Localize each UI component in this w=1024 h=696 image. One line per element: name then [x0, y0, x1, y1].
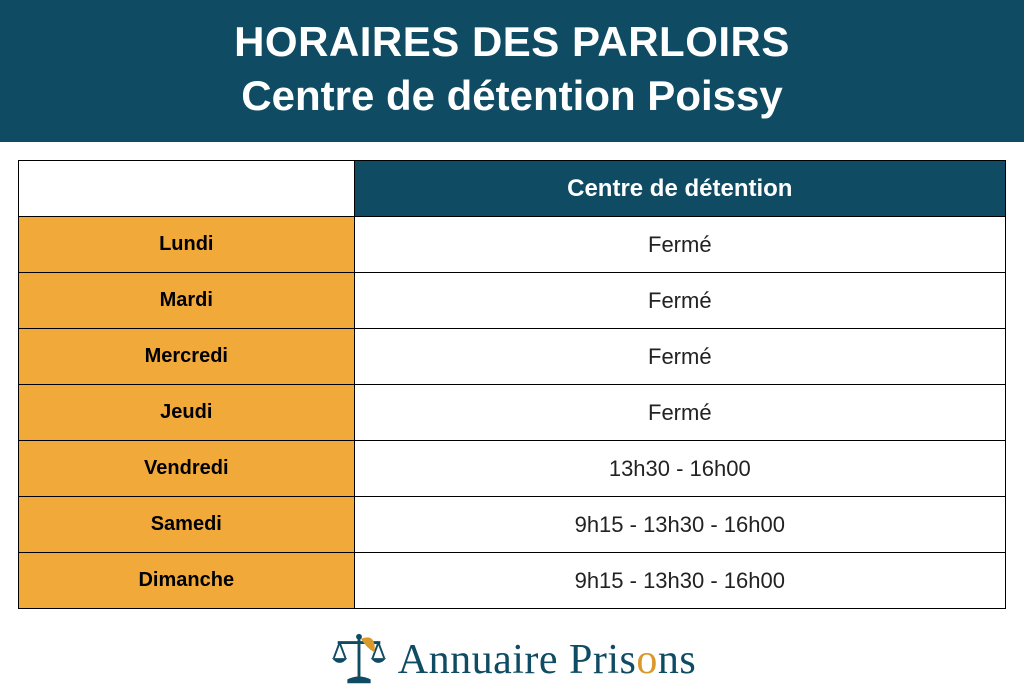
brand-text: Annuaire Prisons — [398, 636, 697, 684]
brand-logo: Annuaire Prisons — [328, 629, 697, 691]
table-row: Jeudi Fermé — [19, 385, 1006, 441]
schedule-table: Centre de détention Lundi Fermé Mardi Fe… — [18, 160, 1006, 609]
brand-text-pre: Annuaire Pris — [398, 637, 637, 683]
page-header: HORAIRES DES PARLOIRS Centre de détentio… — [0, 0, 1024, 142]
header-title-line2: Centre de détention Poissy — [10, 72, 1014, 120]
table-row: Lundi Fermé — [19, 217, 1006, 273]
value-cell: 13h30 - 16h00 — [354, 441, 1005, 497]
day-cell: Mardi — [19, 273, 355, 329]
table-row: Mardi Fermé — [19, 273, 1006, 329]
page-footer: Annuaire Prisons — [0, 629, 1024, 696]
brand-text-post: ns — [658, 637, 696, 683]
table-header-row: Centre de détention — [19, 161, 1006, 217]
day-cell: Mercredi — [19, 329, 355, 385]
value-cell: Fermé — [354, 329, 1005, 385]
value-cell: Fermé — [354, 385, 1005, 441]
day-cell: Dimanche — [19, 553, 355, 609]
value-cell: 9h15 - 13h30 - 16h00 — [354, 497, 1005, 553]
day-cell: Vendredi — [19, 441, 355, 497]
header-title-line1: HORAIRES DES PARLOIRS — [10, 18, 1014, 66]
day-cell: Samedi — [19, 497, 355, 553]
table-row: Mercredi Fermé — [19, 329, 1006, 385]
scales-icon — [328, 629, 390, 691]
brand-text-accent: o — [636, 637, 658, 683]
table-row: Dimanche 9h15 - 13h30 - 16h00 — [19, 553, 1006, 609]
table-header-column: Centre de détention — [354, 161, 1005, 217]
schedule-table-container: Centre de détention Lundi Fermé Mardi Fe… — [0, 142, 1024, 617]
value-cell: Fermé — [354, 217, 1005, 273]
table-row: Samedi 9h15 - 13h30 - 16h00 — [19, 497, 1006, 553]
day-cell: Lundi — [19, 217, 355, 273]
table-row: Vendredi 13h30 - 16h00 — [19, 441, 1006, 497]
value-cell: Fermé — [354, 273, 1005, 329]
table-header-blank — [19, 161, 355, 217]
day-cell: Jeudi — [19, 385, 355, 441]
value-cell: 9h15 - 13h30 - 16h00 — [354, 553, 1005, 609]
